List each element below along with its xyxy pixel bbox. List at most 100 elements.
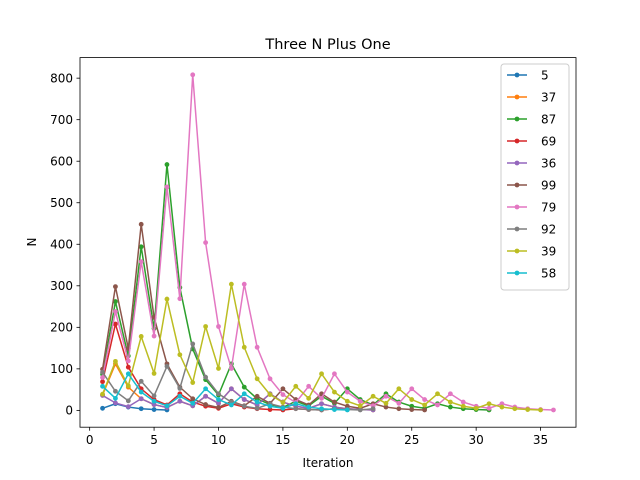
data-point: [332, 399, 337, 405]
x-tick-label: 25: [404, 433, 419, 447]
data-point: [113, 309, 118, 314]
y-tick-label: 400: [50, 238, 73, 252]
data-point: [332, 407, 337, 412]
data-point: [216, 366, 221, 371]
legend-label: 79: [541, 200, 556, 214]
x-tick-label: 15: [275, 433, 290, 447]
data-point: [228, 386, 234, 392]
data-point: [241, 391, 247, 397]
legend-label: 39: [541, 244, 556, 258]
data-point: [138, 396, 144, 402]
data-point: [538, 407, 543, 413]
data-point: [267, 392, 273, 398]
data-point: [383, 393, 389, 399]
series-39: [100, 281, 543, 413]
data-point: [100, 375, 105, 380]
data-point: [138, 334, 144, 339]
series-line: [101, 74, 554, 411]
data-point: [113, 395, 118, 401]
data-point: [203, 402, 209, 407]
data-point: [190, 380, 196, 385]
data-point: [125, 404, 131, 410]
data-point: [460, 403, 466, 409]
y-tick-label: 0: [65, 404, 73, 418]
data-point: [409, 397, 415, 402]
legend-item: 37: [507, 90, 556, 104]
data-point: [151, 402, 157, 407]
data-point: [435, 402, 440, 408]
data-point: [190, 400, 196, 406]
legend-swatch-marker: [514, 204, 520, 210]
data-point: [319, 395, 324, 401]
y-tick-label: 700: [50, 113, 73, 127]
legend-label: 37: [541, 90, 556, 104]
data-point: [100, 383, 105, 389]
legend-label: 92: [541, 222, 556, 236]
legend-item: 69: [507, 134, 556, 148]
x-tick-label: 0: [86, 433, 94, 447]
series-line: [101, 163, 490, 411]
data-point: [190, 341, 196, 347]
legend-box: [500, 63, 570, 291]
plot-frame: [79, 57, 577, 428]
y-tick-label: 600: [50, 155, 73, 169]
legend-swatch-marker: [514, 138, 520, 144]
data-point: [383, 404, 389, 410]
data-point: [254, 405, 260, 411]
data-point: [177, 393, 183, 399]
data-point: [293, 383, 299, 389]
data-point: [267, 403, 273, 409]
legend-swatch-marker: [514, 94, 520, 100]
data-point: [306, 404, 312, 410]
legend-label: 87: [541, 112, 556, 126]
y-tick-label: 300: [50, 279, 73, 293]
data-point: [203, 386, 209, 392]
data-point: [473, 405, 479, 411]
data-point: [409, 407, 415, 412]
data-point: [228, 281, 234, 287]
data-point: [125, 383, 131, 389]
series-99: [100, 221, 428, 413]
data-point: [422, 407, 428, 413]
data-point: [203, 393, 209, 399]
data-point: [241, 397, 247, 402]
data-point: [113, 400, 118, 406]
data-point: [216, 391, 221, 397]
y-axis: 0 100 200 300 400 500 600 700 800: [50, 71, 80, 418]
legend-item: 5: [507, 68, 549, 82]
data-point: [138, 389, 144, 395]
data-point: [164, 403, 170, 409]
data-point: [409, 386, 415, 392]
data-point: [344, 403, 350, 409]
y-tick-label: 100: [50, 362, 73, 376]
legend-label: 36: [541, 156, 556, 170]
data-point: [293, 406, 299, 412]
data-point: [370, 406, 376, 412]
legend-item: 36: [507, 156, 556, 170]
data-point: [100, 405, 105, 411]
data-point: [151, 333, 157, 339]
data-point: [422, 397, 428, 402]
legend-label: 69: [541, 134, 556, 148]
data-point: [100, 369, 105, 375]
data-point: [319, 401, 324, 407]
x-axis-label: Iteration: [303, 456, 354, 470]
data-point: [216, 405, 221, 410]
chart-title: Three N Plus One: [264, 37, 390, 53]
data-point: [396, 406, 402, 412]
data-point: [203, 374, 209, 380]
data-point: [332, 371, 337, 377]
data-point: [100, 391, 105, 397]
legend: 5 37 87 69 36 99 79 92 39 58: [500, 63, 570, 291]
data-point: [344, 389, 350, 395]
data-point: [241, 344, 247, 350]
legend-swatch-marker: [514, 116, 520, 122]
x-axis: 0 5 10 15 20 25 30 35: [86, 427, 548, 447]
data-point: [228, 366, 234, 371]
legend-swatch-marker: [514, 226, 520, 232]
legend-item: 39: [507, 244, 556, 258]
data-point: [164, 184, 170, 190]
y-tick-label: 800: [50, 71, 73, 85]
data-point: [113, 321, 118, 327]
data-point: [280, 392, 286, 398]
